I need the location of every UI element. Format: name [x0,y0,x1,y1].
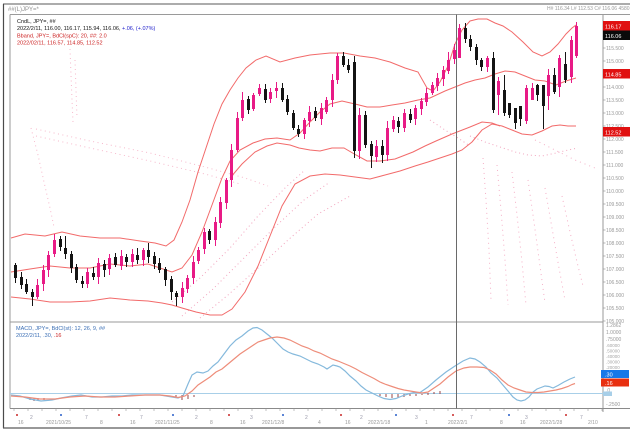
svg-text:.30: .30 [605,373,613,379]
svg-text:7: 7 [85,415,88,421]
svg-text:.0: .0 [606,388,610,394]
svg-text:115.500: 115.500 [606,46,624,52]
svg-text:4: 4 [318,420,321,426]
svg-text:106.000: 106.000 [606,293,624,299]
svg-text:.20000: .20000 [606,365,620,370]
svg-text:2022/1/28: 2022/1/28 [540,420,562,426]
svg-text:.30000: .30000 [606,360,620,365]
svg-text:16: 16 [240,420,246,426]
svg-text:.50000: .50000 [606,349,620,354]
svg-text:H# 116.34 L# 112.53 C# 116.06: H# 116.34 L# 112.53 C# 116.06 4580 [547,6,630,12]
svg-text:107.500: 107.500 [606,254,624,260]
svg-text:116.06: 116.06 [605,34,621,40]
svg-text:7: 7 [580,415,583,421]
svg-text:-.2500: -.2500 [606,402,620,408]
svg-text:109.000: 109.000 [606,215,624,221]
svg-text:16: 16 [520,420,526,426]
svg-text:7: 7 [140,415,143,421]
svg-text:2: 2 [195,415,198,421]
svg-text:2021/10/25: 2021/10/25 [46,420,71,426]
svg-text:105.500: 105.500 [606,306,624,312]
svg-text:16: 16 [18,420,24,426]
svg-text:115.000: 115.000 [606,59,624,65]
svg-text:1.0000: 1.0000 [606,330,622,336]
svg-text:105.000: 105.000 [606,319,624,325]
svg-text:111.000: 111.000 [606,163,624,169]
svg-text:114.85: 114.85 [605,73,621,79]
svg-text:106.500: 106.500 [606,280,624,286]
svg-text:109.500: 109.500 [606,202,624,208]
svg-text:16: 16 [130,420,136,426]
svg-text:8: 8 [100,420,103,426]
svg-text:2022/2/11, .30, .16: 2022/2/11, .30, .16 [16,333,61,339]
svg-text:2: 2 [360,415,363,421]
svg-text:1.2862: 1.2862 [606,323,622,329]
svg-text:112.000: 112.000 [606,137,624,143]
svg-text:.75000: .75000 [606,337,622,343]
svg-text:110.000: 110.000 [606,189,624,195]
svg-text:16: 16 [345,420,351,426]
svg-text:3: 3 [415,415,418,421]
svg-text:2022/2/11, 116.00, 116.17, 115: 2022/2/11, 116.00, 116.17, 115.94, 116.0… [17,26,155,32]
svg-text:113.500: 113.500 [606,98,624,104]
svg-text:111.500: 111.500 [606,150,624,156]
svg-text:2022/02/11, 116.57, 114.85, 11: 2022/02/11, 116.57, 114.85, 112.52 [17,41,103,47]
svg-text:.16: .16 [605,381,613,387]
svg-text:108.000: 108.000 [606,241,624,247]
svg-text:108.500: 108.500 [606,228,624,234]
svg-text:114.000: 114.000 [606,85,624,91]
svg-text:2: 2 [305,415,308,421]
svg-text:113.000: 113.000 [606,111,624,117]
svg-text:7: 7 [470,415,473,421]
svg-text:1: 1 [425,420,428,426]
svg-text:2022/1/18: 2022/1/18 [368,420,390,426]
svg-text:2021/11/25: 2021/11/25 [155,420,180,426]
svg-text:.60000: .60000 [606,343,620,348]
svg-text:2021/12/8: 2021/12/8 [262,420,284,426]
svg-text:MACD, JPY=, BdCl(st): 12, 26,: MACD, JPY=, BdCl(st): 12, 26, 9, ## [16,326,106,332]
svg-text:3: 3 [250,415,253,421]
svg-text:116.17: 116.17 [605,25,621,31]
svg-text:8: 8 [210,420,213,426]
svg-text:107.000: 107.000 [606,267,624,273]
svg-text:8: 8 [500,420,503,426]
svg-text:Bband, JPY=, BdCl(spC): 20, ##: Bband, JPY=, BdCl(spC): 20, ##: 2.0 [17,34,107,40]
svg-text:.40000: .40000 [606,354,620,359]
svg-text:2022/2/1: 2022/2/1 [448,420,468,426]
svg-text:2/10: 2/10 [588,420,598,426]
svg-text:3: 3 [525,415,528,421]
svg-text:110.500: 110.500 [606,176,624,182]
svg-text:112.52: 112.52 [605,131,621,137]
svg-text:2: 2 [30,415,33,421]
svg-text:##(L)JPY=*: ##(L)JPY=* [8,7,40,13]
svg-text:CndL, JPY=, ##: CndL, JPY=, ## [17,19,57,25]
